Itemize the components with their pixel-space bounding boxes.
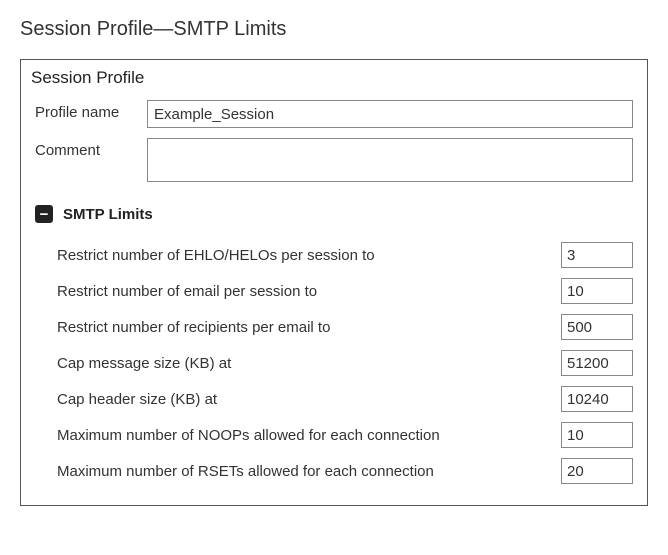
limit-ehlo-helo-label: Restrict number of EHLO/HELOs per sessio… <box>57 247 561 264</box>
session-profile-panel: Session Profile Profile name Comment − S… <box>20 59 648 506</box>
cap-message-size-row: Cap message size (KB) at <box>35 345 633 381</box>
limit-email-per-session-label: Restrict number of email per session to <box>57 283 561 300</box>
profile-name-label: Profile name <box>35 100 147 121</box>
limit-ehlo-helo-input[interactable] <box>561 242 633 268</box>
cap-header-size-row: Cap header size (KB) at <box>35 381 633 417</box>
max-noops-input[interactable] <box>561 422 633 448</box>
max-rsets-label: Maximum number of RSETs allowed for each… <box>57 463 561 480</box>
limit-recipients-per-email-row: Restrict number of recipients per email … <box>35 309 633 345</box>
limit-recipients-per-email-label: Restrict number of recipients per email … <box>57 319 561 336</box>
cap-message-size-input[interactable] <box>561 350 633 376</box>
smtp-limits-title: SMTP Limits <box>63 206 153 223</box>
collapse-icon: − <box>35 205 53 223</box>
limit-email-per-session-input[interactable] <box>561 278 633 304</box>
cap-message-size-label: Cap message size (KB) at <box>57 355 561 372</box>
limit-email-per-session-row: Restrict number of email per session to <box>35 273 633 309</box>
cap-header-size-label: Cap header size (KB) at <box>57 391 561 408</box>
profile-name-input[interactable] <box>147 100 633 128</box>
max-noops-row: Maximum number of NOOPs allowed for each… <box>35 417 633 453</box>
max-noops-label: Maximum number of NOOPs allowed for each… <box>57 427 561 444</box>
max-rsets-row: Maximum number of RSETs allowed for each… <box>35 453 633 489</box>
profile-name-row: Profile name <box>35 100 633 128</box>
limit-recipients-per-email-input[interactable] <box>561 314 633 340</box>
max-rsets-input[interactable] <box>561 458 633 484</box>
limit-ehlo-helo-row: Restrict number of EHLO/HELOs per sessio… <box>35 237 633 273</box>
cap-header-size-input[interactable] <box>561 386 633 412</box>
page-title: Session Profile—SMTP Limits <box>20 18 648 41</box>
smtp-limits-body: Restrict number of EHLO/HELOs per sessio… <box>35 237 633 489</box>
panel-header: Session Profile <box>21 60 647 100</box>
comment-label: Comment <box>35 138 147 159</box>
panel-body: Profile name Comment − SMTP Limits Restr… <box>21 100 647 505</box>
comment-input[interactable] <box>147 138 633 182</box>
comment-row: Comment <box>35 138 633 187</box>
smtp-limits-header[interactable]: − SMTP Limits <box>35 205 633 223</box>
